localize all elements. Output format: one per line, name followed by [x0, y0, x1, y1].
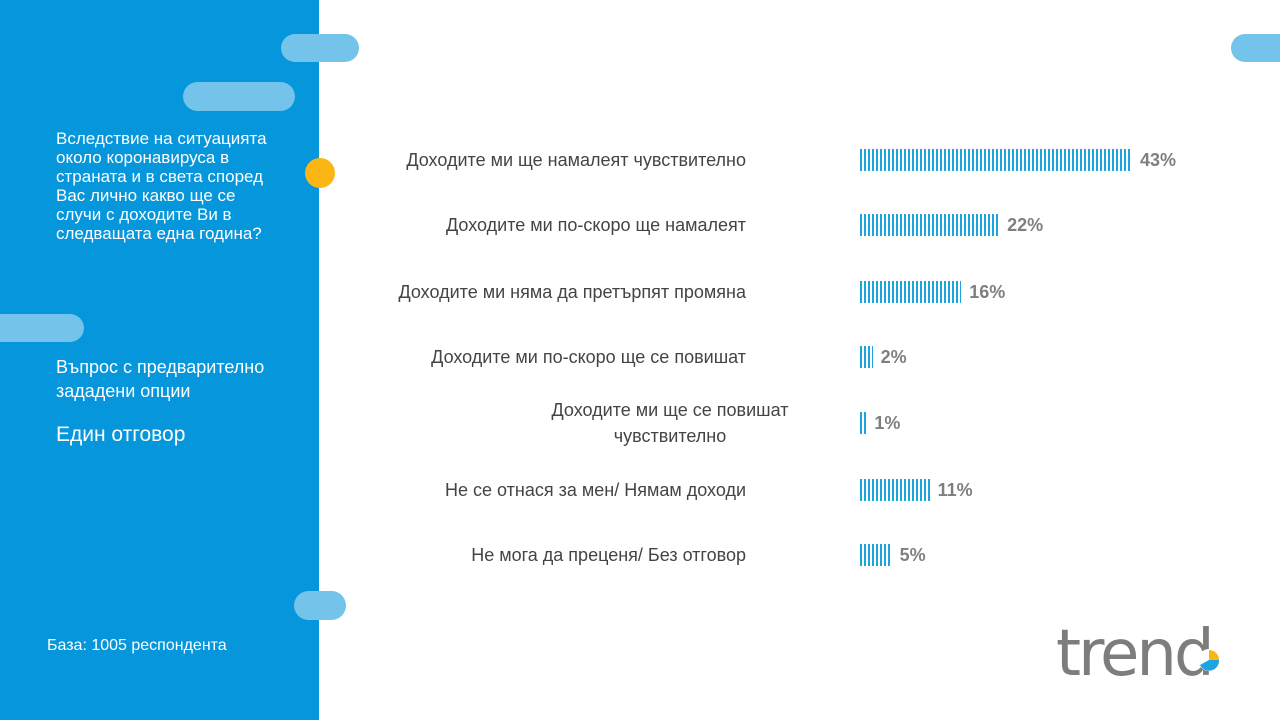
category-label: Доходите ми по-скоро ще се повишат — [431, 347, 746, 367]
value-label: 11% — [937, 480, 973, 500]
category-label: Не мога да преценя/ Без отговор — [471, 545, 746, 565]
value-label: 2% — [880, 347, 907, 367]
decor-dot — [305, 158, 335, 188]
category-label: Доходите ми ще намалеят чувствително — [406, 150, 746, 170]
decor-pill — [281, 34, 359, 62]
value-label: 5% — [899, 545, 926, 565]
bar — [860, 149, 1132, 171]
bar-chart: Доходите ми ще намалеят чувствително 43% Д… — [360, 120, 1240, 590]
svg-text:trend: trend — [1056, 620, 1212, 682]
value-label: 22% — [1007, 215, 1044, 235]
decor-pill — [183, 82, 295, 111]
answer-type: Един отговор — [56, 423, 186, 446]
category-label: Доходите ми ще се повишат чувствително — [551, 400, 789, 446]
question-type: Въпрос с предварително зададени опции — [56, 357, 265, 401]
bar — [860, 214, 1000, 236]
decor-pill — [294, 591, 346, 620]
category-label: Доходите ми по-скоро ще намалеят — [446, 215, 746, 235]
category-label: Не се отнася за мен/ Нямам доходи — [445, 480, 746, 500]
bar — [860, 479, 930, 501]
sidebar — [0, 0, 319, 720]
base-note: База: 1005 респондента — [47, 637, 227, 654]
bar — [860, 544, 892, 566]
bar — [860, 412, 867, 434]
bar — [860, 346, 873, 368]
value-label: 43% — [1140, 150, 1177, 170]
value-label: 1% — [874, 413, 901, 433]
value-label: 16% — [969, 282, 1006, 302]
trend-logo: trend — [1056, 620, 1220, 682]
bar — [860, 281, 962, 303]
question-text: Вследствие на ситуацията около коронавир… — [56, 129, 267, 243]
decor-pill — [1231, 34, 1280, 62]
decor-pill — [0, 314, 84, 342]
category-label: Доходите ми няма да претърпят промяна — [398, 282, 746, 302]
